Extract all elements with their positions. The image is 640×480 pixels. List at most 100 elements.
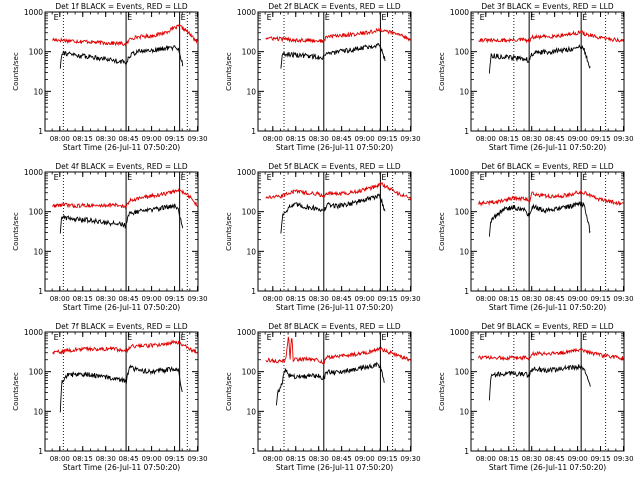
x-tick-label: 08:15 [499, 135, 519, 143]
panel-8: Det 8f BLACK = Events, RED = LLD E E E 1 10 10… [225, 322, 421, 472]
x-tick-label: 09:15 [590, 455, 610, 463]
plot-frame [257, 171, 412, 292]
flag-label: E [582, 13, 587, 22]
x-tick-label: 08:45 [119, 455, 139, 463]
flag-label: E [267, 333, 272, 342]
x-tick-label: 09:00 [568, 135, 588, 143]
x-tick-label: 08:15 [286, 135, 306, 143]
y-tick-label: 10 [246, 87, 256, 96]
y-axis-label: Counts/sec [12, 372, 20, 411]
flag-label: E [530, 13, 535, 22]
x-tick-label: 08:45 [119, 135, 139, 143]
y-tick-label: 10 [33, 407, 43, 416]
x-tick-label: 09:30 [613, 135, 633, 143]
events-series-line [59, 44, 184, 69]
panel-title: Det 5f BLACK = Events, RED = LLD [268, 162, 401, 171]
x-tick-label: 08:30 [522, 295, 542, 303]
x-tick-label: 08:30 [309, 295, 329, 303]
y-axis-label: Counts/sec [225, 52, 233, 91]
x-axis-label: Start Time (26-Jul-11 07:50:20) [489, 143, 606, 152]
lld-series-line [265, 336, 412, 365]
x-tick-label: 08:45 [545, 455, 565, 463]
y-tick-label: 1000 [24, 328, 43, 337]
plot-frame [470, 171, 625, 292]
x-tick-label: 08:30 [309, 455, 329, 463]
lld-series-line [265, 27, 412, 44]
flag-label: E [181, 13, 186, 22]
y-tick-label: 1000 [237, 328, 256, 337]
y-tick-label: 1 [251, 447, 256, 456]
flag-label: E [381, 173, 386, 182]
flag-label: E [54, 13, 59, 22]
y-tick-label: 1 [464, 447, 469, 456]
lld-series-line [52, 339, 199, 356]
y-tick-label: 1000 [237, 168, 256, 177]
x-tick-label: 08:30 [96, 455, 116, 463]
x-tick-label: 09:15 [164, 295, 184, 303]
x-axis-label: Start Time (26-Jul-11 07:50:20) [489, 303, 606, 312]
x-tick-label: 09:00 [568, 295, 588, 303]
panel-title: Det 2f BLACK = Events, RED = LLD [268, 2, 401, 11]
y-tick-label: 10 [459, 247, 469, 256]
x-tick-label: 08:00 [476, 455, 496, 463]
x-tick-label: 09:30 [400, 135, 420, 143]
y-axis-label: Counts/sec [225, 372, 233, 411]
flag-label: E [127, 173, 132, 182]
flag-label: E [530, 173, 535, 182]
x-tick-label: 09:00 [355, 295, 375, 303]
y-tick-label: 1000 [450, 8, 469, 17]
lld-series-line [478, 29, 625, 44]
lld-series-line [478, 347, 624, 362]
panel-7: Det 7f BLACK = Events, RED = LLD E E E 1 10 10… [12, 322, 208, 472]
plot-frame [44, 11, 199, 132]
x-tick-label: 08:15 [499, 455, 519, 463]
y-tick-label: 1 [38, 447, 43, 456]
y-tick-label: 100 [455, 208, 470, 217]
x-tick-label: 09:15 [377, 135, 397, 143]
flag-label: E [325, 333, 330, 342]
y-tick-label: 10 [33, 247, 43, 256]
x-tick-label: 08:45 [545, 295, 565, 303]
flag-label: E [325, 173, 330, 182]
y-tick-label: 100 [29, 368, 44, 377]
y-tick-label: 1 [38, 127, 43, 136]
panel-title: Det 6f BLACK = Events, RED = LLD [481, 162, 614, 171]
y-tick-label: 1000 [450, 328, 469, 337]
x-axis-label: Start Time (26-Jul-11 07:50:20) [276, 143, 393, 152]
y-tick-label: 10 [246, 407, 256, 416]
x-tick-label: 08:00 [50, 295, 70, 303]
x-axis-label: Start Time (26-Jul-11 07:50:20) [63, 143, 180, 152]
panel-6: Det 6f BLACK = Events, RED = LLD E E E 1 10 10… [438, 162, 634, 312]
flag-label: E [127, 13, 132, 22]
y-axis-label: Counts/sec [12, 52, 20, 91]
panel-3: Det 3f BLACK = Events, RED = LLD E E E 1 10 10… [438, 2, 634, 152]
y-tick-label: 100 [455, 48, 470, 57]
x-tick-label: 08:00 [50, 135, 70, 143]
panel-5: Det 5f BLACK = Events, RED = LLD E E E 1 10 10… [225, 162, 421, 312]
x-tick-label: 08:45 [545, 135, 565, 143]
panel-title: Det 3f BLACK = Events, RED = LLD [481, 2, 614, 11]
flag-label: E [54, 333, 59, 342]
y-tick-label: 1 [251, 287, 256, 296]
y-axis-label: Counts/sec [225, 212, 233, 251]
y-tick-label: 100 [242, 368, 257, 377]
y-tick-label: 1000 [450, 168, 469, 177]
x-tick-label: 08:15 [73, 455, 93, 463]
flag-label: E [582, 333, 587, 342]
events-series-line [488, 201, 591, 237]
y-tick-label: 100 [29, 48, 44, 57]
flag-label: E [54, 173, 59, 182]
events-series-line [59, 203, 184, 234]
flag-label: E [325, 13, 330, 22]
flag-label: E [181, 333, 186, 342]
events-series-line [275, 361, 385, 406]
x-tick-label: 09:15 [590, 135, 610, 143]
x-tick-label: 08:30 [522, 455, 542, 463]
plot-frame [470, 331, 625, 452]
flag-label: E [127, 333, 132, 342]
y-tick-label: 10 [459, 87, 469, 96]
y-tick-label: 10 [246, 247, 256, 256]
flag-label: E [381, 13, 386, 22]
lld-series-line [52, 24, 199, 47]
